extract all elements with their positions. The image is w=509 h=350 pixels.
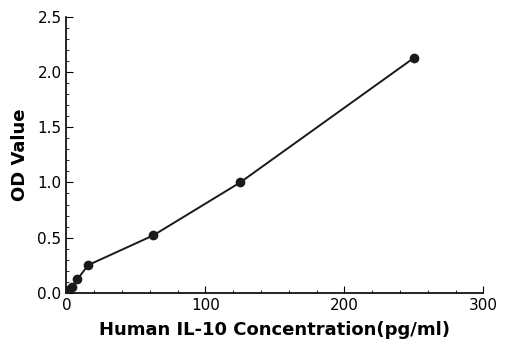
Point [73, 276, 81, 282]
X-axis label: Human IL-10 Concentration(pg/ml): Human IL-10 Concentration(pg/ml) [99, 321, 450, 339]
Point [84, 262, 92, 268]
Point [68, 285, 76, 290]
Point [410, 55, 418, 61]
Point [236, 180, 244, 185]
Point [149, 232, 157, 238]
Point [63, 288, 71, 293]
Y-axis label: OD Value: OD Value [11, 108, 29, 201]
